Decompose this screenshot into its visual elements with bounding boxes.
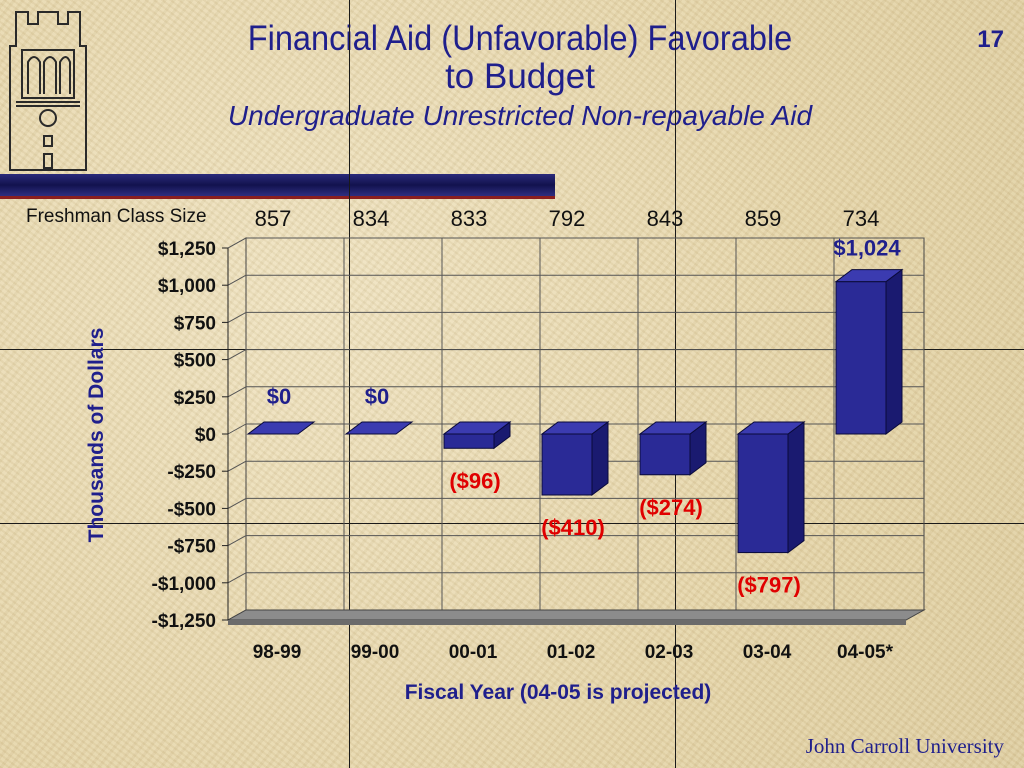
x-tick-label: 02-03: [645, 642, 694, 663]
bar-zero: [246, 421, 316, 435]
x-tick-label: 04-05*: [837, 642, 894, 663]
freshman-class-size-value: 792: [548, 206, 586, 231]
slide-title: Financial Aid (Unfavorable) Favorable to…: [150, 20, 890, 132]
gridline-diagonal: [227, 535, 247, 547]
data-label: $0: [267, 384, 291, 409]
gridline-diagonal: [227, 311, 247, 323]
page-number: 17: [977, 26, 1004, 53]
y-tick-label: $250: [174, 388, 216, 409]
freshman-class-size-value: 834: [352, 206, 390, 231]
gridline-diagonal: [227, 274, 247, 286]
x-tick-label: 00-01: [449, 642, 498, 663]
x-tick-label: 98-99: [253, 642, 302, 663]
bar-top: [834, 269, 904, 283]
gridline-diagonal: [227, 572, 247, 584]
title-line-1: Financial Aid (Unfavorable) Favorable: [247, 19, 793, 58]
bar-top: [442, 421, 512, 435]
gridline-diagonal: [227, 386, 247, 398]
bar: [443, 433, 495, 449]
x-tick-label: 99-00: [351, 642, 400, 663]
y-axis-label: Thousands of Dollars: [85, 327, 108, 543]
y-tick-label: $750: [174, 313, 216, 334]
guide-line-horizontal: [0, 523, 1024, 524]
bar-top: [638, 421, 708, 435]
data-label: ($96): [449, 468, 500, 493]
bar: [835, 281, 887, 435]
x-axis-label: Fiscal Year (04-05 is projected): [404, 681, 712, 704]
x-tick-label: 01-02: [547, 642, 596, 663]
freshman-class-size-value: 857: [254, 206, 292, 231]
y-tick-label: -$1,250: [152, 611, 216, 632]
x-tick-label: 03-04: [743, 642, 792, 663]
y-tick-label: -$500: [167, 499, 216, 520]
freshman-class-size-value: 843: [646, 206, 684, 231]
data-label: ($797): [737, 573, 801, 598]
data-label: $1,024: [833, 236, 901, 261]
title-line-2: to Budget: [445, 57, 595, 96]
freshman-class-size-label: Freshman Class Size: [26, 206, 207, 227]
bar-side: [787, 421, 805, 554]
bar-zero: [344, 421, 414, 435]
y-tick-label: -$750: [167, 537, 216, 558]
y-tick-label: -$1,000: [152, 574, 216, 595]
bar-top: [736, 421, 806, 435]
data-label: $0: [365, 384, 389, 409]
chart-floor-edge: [228, 620, 906, 625]
gridline-diagonal: [227, 423, 247, 435]
y-tick-label: $0: [195, 425, 216, 446]
bar-top: [540, 421, 610, 435]
y-tick-label: $500: [174, 351, 216, 372]
data-label: ($410): [541, 515, 605, 540]
freshman-class-size-value: 833: [450, 206, 488, 231]
bar-side: [885, 268, 903, 435]
footer-university-name: John Carroll University: [805, 734, 1004, 758]
university-logo: [9, 11, 87, 171]
freshman-class-size-value: 734: [842, 206, 880, 231]
bar: [737, 433, 789, 554]
title-underline-bar: [0, 174, 555, 199]
gridline-diagonal: [227, 497, 247, 509]
y-tick-label: $1,000: [158, 276, 216, 297]
y-tick-label: -$250: [167, 462, 216, 483]
bar: [541, 433, 593, 496]
guide-line-vertical: [675, 0, 676, 768]
gridline-diagonal: [227, 460, 247, 472]
gridline-diagonal: [227, 349, 247, 361]
y-tick-label: $1,250: [158, 239, 216, 260]
slide-subtitle: Undergraduate Unrestricted Non-repayable…: [227, 100, 813, 131]
data-label: ($274): [639, 495, 703, 520]
bar: [639, 433, 691, 476]
freshman-class-size-value: 859: [744, 206, 782, 231]
bar-side: [591, 421, 609, 497]
guide-line-vertical: [349, 0, 350, 768]
gridline-diagonal: [227, 237, 247, 249]
chart-floor: [226, 609, 926, 621]
